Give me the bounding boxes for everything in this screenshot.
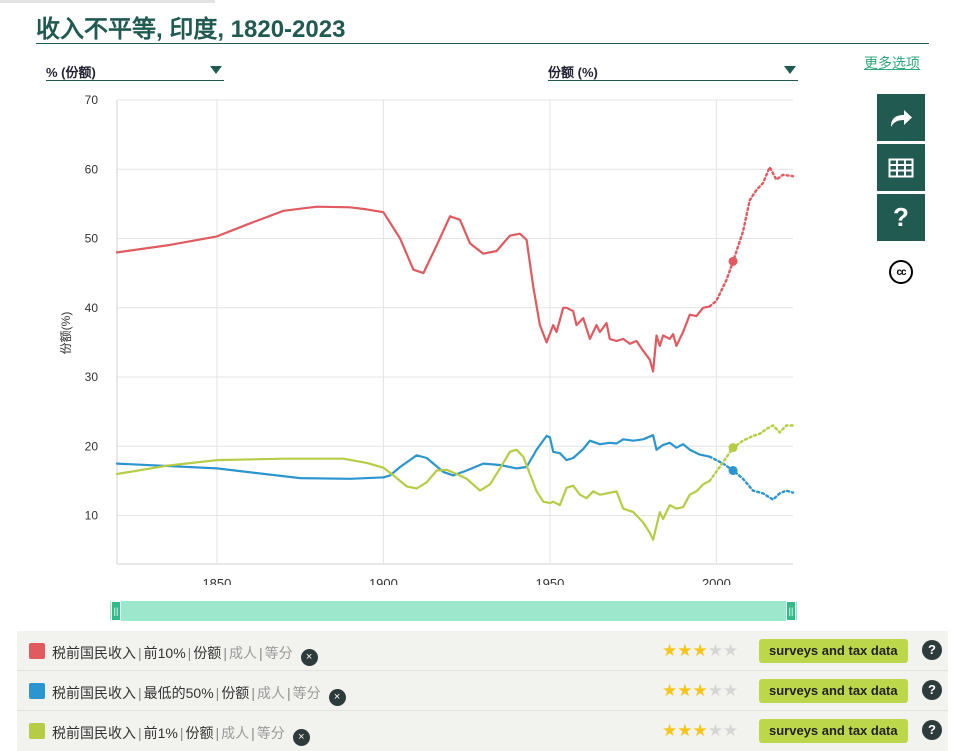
more-options-link[interactable]: 更多选项 <box>864 55 920 71</box>
y-tick-label: 40 <box>85 301 99 315</box>
page-title: 收入不平等, 印度, 1820-2023 <box>36 16 346 43</box>
series-dotted-line-1 <box>708 455 795 502</box>
series-dotted-line-2 <box>708 424 795 483</box>
y-tick-label: 10 <box>85 509 99 523</box>
legend-row: 税前国民收入 | 最低的50% | 份额 | 成人 | 等分 × ★★★★★ surveys an… <box>17 671 948 711</box>
series-group: 前10% <box>143 645 186 661</box>
series-population: 成人 <box>228 645 257 661</box>
y-tick-label: 50 <box>85 232 99 246</box>
table-view-button[interactable] <box>877 144 925 191</box>
series-line-2 <box>115 448 711 541</box>
series-color-swatch <box>29 723 45 739</box>
quality-rating: ★★★★★ <box>662 641 739 660</box>
series-name: 税前国民收入 <box>52 645 136 661</box>
series-equivalence: 等分 <box>256 725 285 741</box>
creative-commons-icon[interactable]: cc <box>889 260 913 284</box>
top-accent-line <box>0 0 215 3</box>
data-source-badge[interactable]: surveys and tax data <box>759 719 908 743</box>
series-color-swatch <box>29 683 45 699</box>
slider-handle-start[interactable]: || <box>111 601 121 621</box>
table-grid-icon <box>888 158 914 177</box>
series-line-1 <box>115 434 711 480</box>
legend-row-text: 税前国民收入 | 前1% | 份额 | 成人 | 等分 × <box>52 723 310 746</box>
series-group: 最低的50% <box>143 685 214 701</box>
series-marker-0 <box>728 256 738 266</box>
y-unit-dropdown-label: % (份额) <box>46 65 96 80</box>
series-marker-2 <box>728 443 738 453</box>
y-unit-dropdown[interactable]: % (份额) <box>46 57 224 81</box>
x-tick-label: 2000 <box>702 576 731 585</box>
share-button[interactable] <box>877 94 925 141</box>
share-arrow-icon <box>891 109 912 127</box>
time-range-slider[interactable] <box>110 601 797 621</box>
x-tick-label: 1850 <box>202 576 231 585</box>
y-tick-label: 30 <box>85 370 99 384</box>
series-name: 税前国民收入 <box>52 725 136 741</box>
series-color-swatch <box>29 643 45 659</box>
help-icon[interactable]: ? <box>922 720 942 740</box>
quality-rating: ★★★★★ <box>662 681 739 700</box>
series-measure: 份额 <box>221 685 250 701</box>
y-axis-label: 份额(%) <box>59 312 73 355</box>
y-tick-label: 20 <box>85 439 99 453</box>
legend-row-text: 税前国民收入 | 前10% | 份额 | 成人 | 等分 × <box>52 643 318 666</box>
series-marker-1 <box>728 466 738 476</box>
remove-series-button[interactable]: × <box>328 689 346 706</box>
title-divider <box>36 43 929 44</box>
legend-row-text: 税前国民收入 | 最低的50% | 份额 | 成人 | 等分 × <box>52 683 346 706</box>
series-dotted-line-0 <box>708 164 795 308</box>
quality-rating: ★★★★★ <box>662 721 739 740</box>
series-equivalence: 等分 <box>292 685 321 701</box>
legend-panel: 税前国民收入 | 前10% | 份额 | 成人 | 等分 × ★★★★★ surveys and … <box>17 631 948 751</box>
remove-series-button[interactable]: × <box>292 729 310 746</box>
slider-handle-end[interactable]: || <box>786 601 796 621</box>
x-tick-label: 1900 <box>369 576 398 585</box>
chevron-down-icon <box>210 66 222 74</box>
help-button[interactable]: ? <box>877 194 925 241</box>
line-chart: 10 20 30 40 50 60 70 1850 1900 1950 2000 份额(%) <box>59 93 795 585</box>
series-measure: 份额 <box>185 725 214 741</box>
series-population: 成人 <box>221 725 250 741</box>
series-population: 成人 <box>256 685 285 701</box>
data-source-badge[interactable]: surveys and tax data <box>759 639 908 663</box>
x-tick-label: 1950 <box>535 576 564 585</box>
chevron-down-icon <box>784 66 796 74</box>
data-source-badge[interactable]: surveys and tax data <box>759 679 908 703</box>
legend-row: 税前国民收入 | 前10% | 份额 | 成人 | 等分 × ★★★★★ surveys and … <box>17 631 948 671</box>
series-name: 税前国民收入 <box>52 685 136 701</box>
indicator-dropdown[interactable]: 份额 (%) <box>548 57 798 81</box>
series-line-0 <box>115 205 711 373</box>
series-group: 前1% <box>143 725 178 741</box>
series-measure: 份额 <box>193 645 222 661</box>
indicator-dropdown-label: 份额 (%) <box>548 65 598 80</box>
series-equivalence: 等分 <box>264 645 293 661</box>
remove-series-button[interactable]: × <box>300 649 318 666</box>
y-tick-label: 70 <box>85 93 99 107</box>
y-tick-label: 60 <box>85 162 99 176</box>
legend-row: 税前国民收入 | 前1% | 份额 | 成人 | 等分 × ★★★★★ surveys and t… <box>17 711 948 751</box>
help-icon[interactable]: ? <box>922 680 942 700</box>
help-icon[interactable]: ? <box>922 640 942 660</box>
